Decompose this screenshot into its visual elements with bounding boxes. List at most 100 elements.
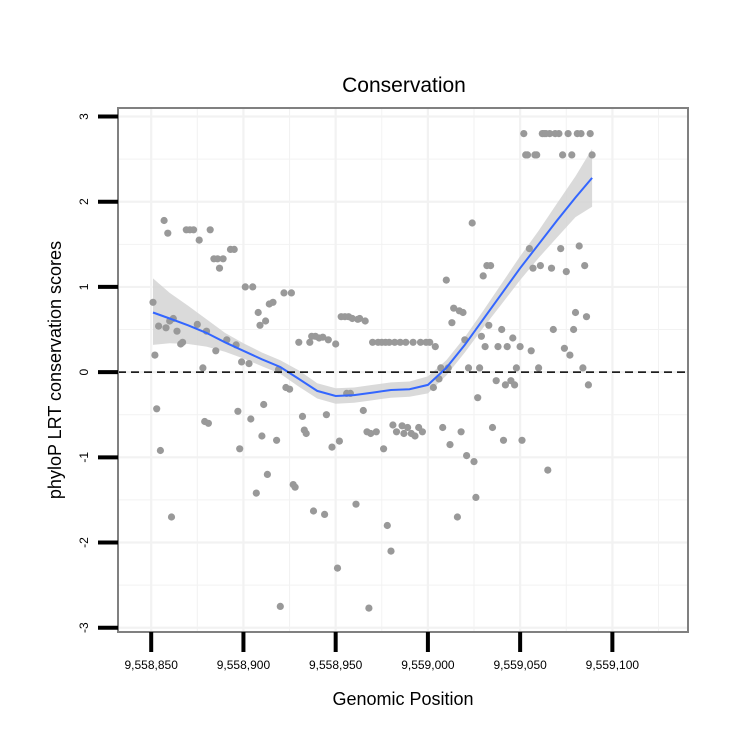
y-tick-label: 1 — [77, 283, 91, 290]
data-point — [510, 381, 519, 389]
data-point — [577, 130, 585, 138]
data-point — [429, 383, 437, 392]
data-point — [269, 298, 277, 306]
x-tick-label: 9,558,900 — [217, 658, 271, 672]
data-point — [448, 319, 456, 327]
y-tick-label: 0 — [77, 368, 91, 375]
data-point — [446, 441, 454, 449]
data-point — [356, 314, 364, 323]
data-point — [525, 245, 534, 253]
data-point — [273, 436, 281, 444]
y-tick-label: -1 — [77, 452, 91, 463]
data-point — [204, 419, 212, 427]
data-point — [398, 422, 406, 430]
data-point — [516, 343, 524, 351]
smooth-line-layer — [152, 177, 593, 398]
data-point — [444, 364, 452, 372]
data-point — [579, 364, 587, 372]
data-point — [512, 364, 521, 372]
data-point — [396, 338, 404, 346]
data-point — [236, 445, 244, 453]
data-point — [470, 458, 478, 466]
data-point — [206, 226, 214, 234]
data-point — [568, 151, 576, 159]
x-tick-label: 9,559,050 — [493, 658, 547, 672]
data-point — [474, 394, 482, 402]
data-point — [167, 513, 176, 521]
data-point — [260, 400, 268, 409]
data-point — [535, 364, 543, 372]
data-point — [481, 343, 489, 351]
data-point — [575, 242, 583, 250]
data-point — [230, 245, 238, 253]
data-point — [352, 500, 360, 508]
grid-lines — [118, 108, 688, 632]
data-point — [586, 130, 594, 138]
data-point — [557, 245, 565, 253]
data-point — [509, 334, 517, 342]
data-point — [485, 321, 493, 329]
chart-title: Conservation — [342, 74, 466, 97]
data-point — [162, 324, 170, 332]
data-point — [555, 130, 563, 138]
data-point — [291, 483, 299, 491]
data-point — [153, 405, 161, 413]
data-point — [321, 510, 329, 518]
data-point — [389, 421, 397, 429]
data-point — [584, 381, 593, 389]
data-point — [151, 351, 159, 359]
data-point — [588, 151, 596, 159]
data-point — [309, 507, 318, 515]
data-point — [173, 327, 181, 335]
data-point — [518, 436, 526, 444]
data-point — [212, 347, 220, 355]
data-point — [437, 364, 445, 372]
data-point — [391, 338, 399, 346]
data-point — [536, 262, 545, 270]
data-point — [335, 437, 343, 445]
data-point — [193, 320, 201, 328]
data-point — [298, 412, 307, 420]
data-point — [479, 272, 487, 280]
data-point — [199, 364, 207, 372]
data-point — [160, 216, 168, 225]
y-tick-label: -2 — [77, 537, 91, 548]
data-point — [560, 344, 569, 352]
data-point — [286, 385, 294, 393]
data-point — [324, 336, 332, 344]
data-point — [372, 428, 380, 436]
data-point — [520, 130, 528, 138]
data-point — [494, 343, 502, 351]
data-point — [295, 338, 303, 346]
data-point — [333, 564, 342, 572]
data-point — [263, 470, 271, 478]
data-point — [149, 298, 157, 306]
data-point — [439, 423, 447, 432]
data-point — [499, 436, 508, 444]
data-point — [529, 264, 537, 272]
data-point — [487, 262, 495, 270]
y-tick-label: 3 — [77, 113, 91, 120]
data-point — [562, 268, 570, 276]
data-points — [149, 130, 596, 612]
y-tick-label: 2 — [77, 198, 91, 205]
data-point — [385, 338, 393, 346]
data-point — [409, 338, 417, 346]
data-point — [477, 332, 485, 340]
data-point — [492, 377, 500, 385]
data-point — [306, 338, 314, 346]
data-point — [488, 423, 497, 432]
data-point — [254, 308, 262, 317]
y-tick-label: -3 — [77, 622, 91, 633]
smooth-line — [152, 177, 593, 398]
confidence-ribbon-layer — [153, 148, 593, 404]
data-point — [383, 521, 391, 530]
data-point — [322, 411, 330, 419]
data-point — [416, 338, 425, 346]
data-point — [453, 513, 461, 521]
data-point — [546, 130, 554, 138]
data-point — [361, 317, 369, 325]
data-point — [523, 151, 532, 159]
data-point — [533, 151, 541, 159]
data-point — [195, 236, 203, 244]
